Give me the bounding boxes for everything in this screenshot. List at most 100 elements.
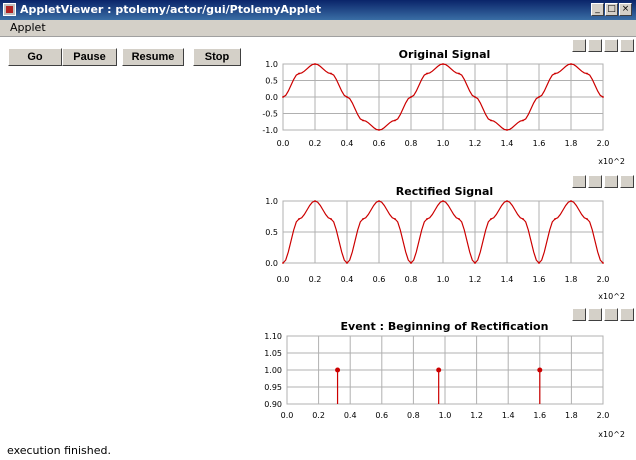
maximize-button[interactable]: □ [605,3,618,16]
chart-original-signal[interactable]: 0.0 0.2 0.4 0.6 0.8 1.0 1.2 1.4 1.6 1.8 2.0 1.0 0.5 0… [253,36,636,172]
x-tick-label: 1.8 [565,411,578,420]
menu-applet[interactable]: Applet [10,21,46,34]
chart-title: Rectified Signal [395,185,494,198]
fill-icon[interactable] [620,308,634,321]
data-point [330,218,332,220]
chart-title: Original Signal [398,48,491,61]
x-tick-label: 0.0 [281,411,294,420]
chart-title: Event : Beginning of Rectification [340,320,549,333]
x-multiplier-label: x10^2 [598,430,625,439]
menu-bar: Applet [0,20,636,37]
window-title: AppletViewer : ptolemy/actor/gui/Ptolemy… [20,3,322,16]
x-tick-label: 0.2 [309,275,322,284]
data-point [538,96,540,98]
data-point [506,200,508,202]
plot-event-rectification: Event : Beginning of Rectification 0.0 0.… [253,304,636,444]
stop-button[interactable]: Stop [193,48,241,66]
x-tick-label: 1.0 [437,275,450,284]
plot-original-signal: Original Signal 0.0 0.2 0.4 0.6 0.8 1.0 1.2 1.4… [253,36,636,172]
data-point [378,200,380,202]
data-point [474,96,476,98]
data-point [586,72,588,75]
event-point [436,367,442,373]
x-tick-label: 1.6 [533,275,546,284]
x-tick-label: 2.0 [597,139,610,148]
data-point [410,96,412,98]
data-point [490,119,492,122]
data-point [410,262,412,264]
chart-rectified-signal[interactable]: 0.0 0.2 0.4 0.6 0.8 1.0 1.2 1.4 1.6 1.8 2.0 1.0 0.5 0… [253,172,636,304]
print-icon[interactable] [572,308,586,321]
close-button[interactable]: × [619,3,632,16]
x-tick-label: 1.0 [437,139,450,148]
data-point [522,119,524,122]
data-point [362,218,364,220]
data-point [586,218,588,220]
x-tick-label: 0.8 [405,139,418,148]
reset-axes-icon[interactable] [588,39,602,52]
format-icon[interactable] [604,175,618,188]
y-tick-label: 1.10 [264,332,282,341]
x-tick-label: 0.2 [312,411,325,420]
x-tick-label: 0.2 [309,139,322,148]
data-point [346,96,348,98]
data-point [442,63,444,65]
data-point [330,72,332,75]
y-tick-label: 0.95 [264,383,282,392]
x-tick-label: 0.0 [277,139,290,148]
data-point [458,218,460,220]
y-tick-label: 0.0 [265,259,278,268]
pause-button[interactable]: Pause [62,48,117,66]
x-tick-label: 1.8 [565,139,578,148]
minimize-button[interactable]: _ [591,3,604,16]
resume-button[interactable]: Resume [122,48,184,66]
print-icon[interactable] [572,39,586,52]
reset-axes-icon[interactable] [588,175,602,188]
data-point [362,119,364,122]
data-point [522,218,524,220]
x-tick-label: 1.4 [501,275,514,284]
x-tick-label: 0.4 [344,411,357,420]
data-point [346,262,348,264]
x-tick-label: 1.6 [533,139,546,148]
x-tick-label: 1.8 [565,275,578,284]
data-point [298,218,300,220]
event-point [537,367,543,373]
x-tick-label: 0.4 [341,275,354,284]
x-tick-label: 1.0 [439,411,452,420]
x-tick-label: 0.4 [341,139,354,148]
chart-event-rectification[interactable]: 0.0 0.2 0.4 0.6 0.8 1.0 1.2 1.4 1.6 1.8 2.0 1.10 1.0… [253,304,636,444]
x-tick-label: 1.2 [469,139,482,148]
x-tick-label: 0.8 [407,411,420,420]
print-icon[interactable] [572,175,586,188]
data-point [378,129,380,131]
data-point [282,96,284,98]
data-point [314,63,316,65]
data-point [298,72,300,75]
fill-icon[interactable] [620,175,634,188]
title-bar[interactable]: AppletViewer : ptolemy/actor/gui/Ptolemy… [0,0,636,20]
x-tick-label: 0.0 [277,275,290,284]
data-point [458,72,460,75]
plot-toolbar [572,308,634,321]
data-point [394,119,396,122]
data-point [506,129,508,131]
go-button[interactable]: Go [8,48,62,66]
x-tick-label: 1.2 [469,275,482,284]
x-tick-label: 1.4 [502,411,515,420]
data-point [282,262,284,264]
y-tick-label: 1.0 [265,60,278,69]
x-tick-label: 0.6 [373,275,386,284]
format-icon[interactable] [604,39,618,52]
fill-icon[interactable] [620,39,634,52]
format-icon[interactable] [604,308,618,321]
java-app-icon [3,3,16,16]
y-tick-label: -0.5 [262,110,278,119]
y-tick-label: -1.0 [262,126,278,135]
data-point [490,218,492,220]
data-point [426,218,428,220]
reset-axes-icon[interactable] [588,308,602,321]
y-tick-label: 0.90 [264,400,282,409]
y-tick-label: 0.5 [265,228,278,237]
data-point [394,218,396,220]
